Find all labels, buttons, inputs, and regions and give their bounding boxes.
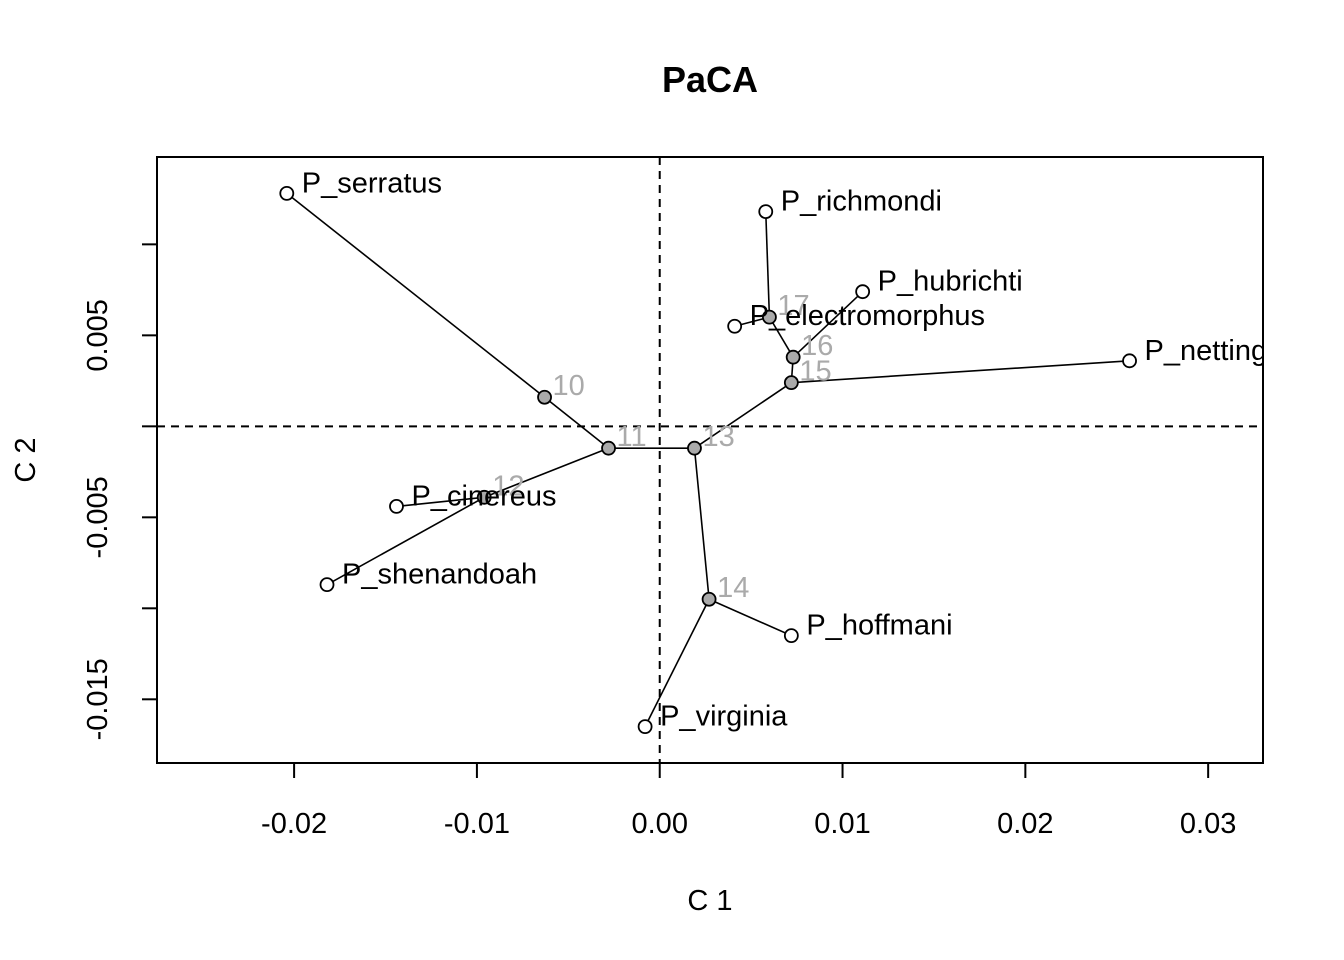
y-axis: -0.015 -0.005 0.005 [82, 243, 158, 740]
tree-edge [286, 192, 546, 398]
node-point [687, 440, 702, 456]
x-tick-label: 0.02 [997, 808, 1053, 840]
tip-point [389, 499, 404, 514]
node-label: 17 [777, 290, 809, 322]
tree-edge [326, 496, 485, 586]
tip-label: P_cinereus [411, 480, 556, 512]
tip-label: P_virginia [660, 701, 788, 733]
tree-edge [694, 381, 792, 449]
tip-label: P_electromorphus [750, 300, 985, 332]
tip-point [758, 204, 774, 219]
x-axis: -0.02 -0.01 0.00 0.01 0.02 0.03 [261, 762, 1236, 840]
tip-point [1122, 353, 1137, 369]
node-point [476, 489, 492, 505]
node-point [601, 440, 616, 456]
tip-point [727, 318, 743, 334]
node-point [537, 389, 552, 405]
node-label: 10 [553, 370, 585, 402]
reference-lines [157, 157, 1263, 763]
tree-edge [768, 316, 794, 358]
chart-title: PaCA [662, 59, 758, 100]
tip-point [637, 719, 653, 735]
plot-frame [156, 156, 1264, 764]
tip-label: P_serratus [302, 167, 442, 199]
tip-point [279, 185, 295, 201]
tree-edge [396, 496, 485, 508]
tree-edge [544, 396, 610, 449]
tip-label: P_netting [1145, 335, 1268, 367]
x-tick-label: 0.00 [632, 808, 688, 840]
tip-point [319, 577, 335, 593]
x-tick-label: -0.02 [261, 808, 327, 840]
tip-label: P_richmondi [781, 186, 942, 218]
y-tick-label: -0.005 [82, 476, 114, 558]
node-point [762, 309, 777, 325]
y-tick-label: 0.005 [82, 299, 114, 372]
tip-label: P_shenandoah [342, 559, 537, 591]
tree-edge [791, 360, 1130, 384]
node-label: 12 [492, 470, 524, 502]
y-axis-label: C 2 [10, 437, 42, 482]
tree-edge [764, 211, 771, 318]
tree-edge [483, 447, 609, 499]
node-label: 13 [702, 421, 734, 453]
y-tick-label: -0.015 [82, 658, 114, 740]
tree-edge [644, 598, 710, 727]
x-tick-label: 0.03 [1180, 808, 1236, 840]
node-label: 11 [617, 421, 647, 453]
tip-point [783, 628, 799, 644]
tree-edge [792, 291, 864, 358]
tree-edge [708, 598, 792, 637]
x-axis-label: C 1 [687, 885, 732, 917]
tip-label: P_hubrichti [878, 266, 1023, 298]
node-point [783, 375, 799, 391]
x-tick-label: 0.01 [814, 808, 870, 840]
node-point [701, 591, 717, 607]
node-label: 16 [801, 330, 833, 362]
tip-point [855, 284, 871, 300]
x-tick-label: -0.01 [444, 808, 510, 840]
tree-points [279, 185, 1137, 735]
node-label: 14 [717, 572, 749, 604]
node-point [785, 349, 801, 365]
tree-edge [693, 448, 710, 600]
tip-label: P_hoffmani [806, 610, 952, 642]
node-label: 15 [799, 356, 831, 388]
